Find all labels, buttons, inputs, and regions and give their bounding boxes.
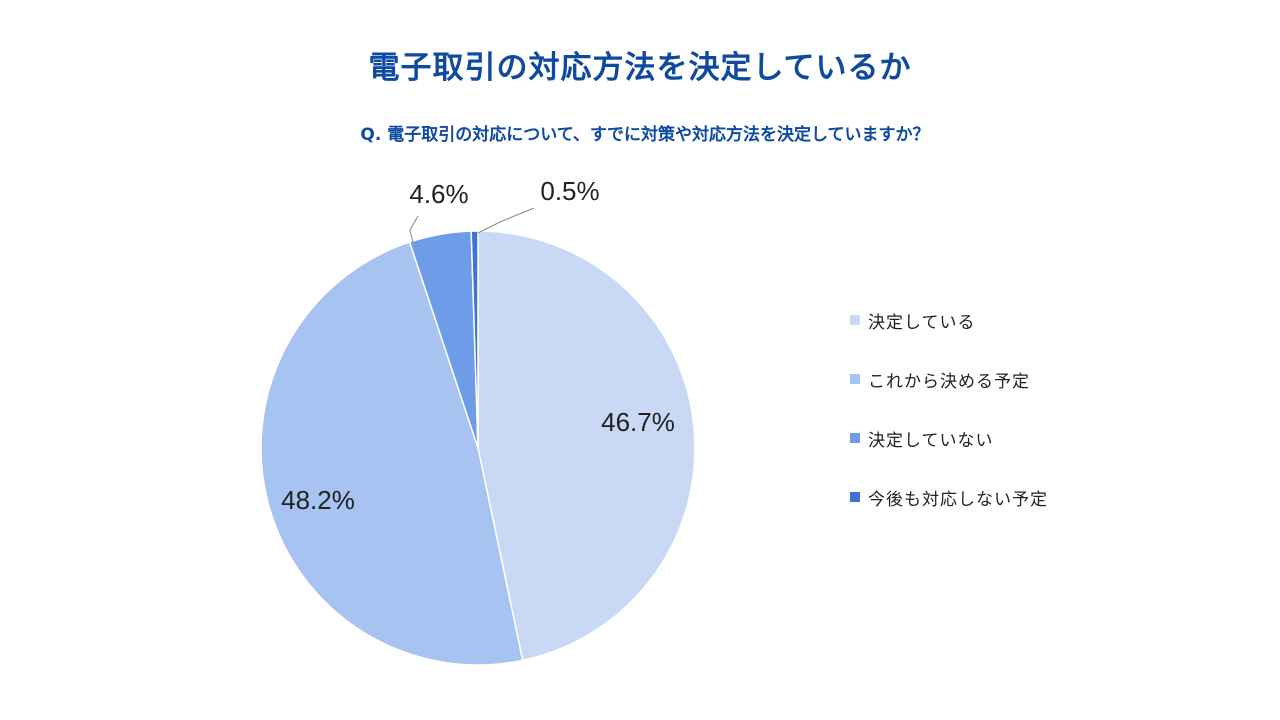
data-label-1: 46.7%: [601, 407, 675, 437]
leader-line-4: [477, 207, 535, 234]
leader-line-3: [409, 215, 419, 244]
legend-label: これから決める予定: [868, 371, 1030, 392]
chart-subtitle: Q. 電子取引の対応について、すでに対策や対応方法を決定していますか？: [360, 125, 930, 145]
legend-item-2: これから決める予定: [850, 365, 1048, 393]
chart-title: 電子取引の対応方法を決定しているか: [368, 50, 912, 86]
legend-label: 決定していない: [868, 430, 994, 451]
pie-slices: [260, 230, 696, 666]
legend-swatch: [850, 315, 860, 325]
legend-item-3: 決定していない: [850, 424, 1048, 452]
pie-slice-1: [477, 230, 696, 662]
legend-item-1: 決定している: [850, 306, 1048, 334]
legend-swatch: [850, 492, 860, 502]
legend-label: 決定している: [868, 312, 976, 333]
chart-legend: 決定しているこれから決める予定 決定していない今後も対応しない予定: [850, 306, 1048, 542]
legend-swatch: [850, 374, 860, 384]
data-label-4: 0.5%: [540, 176, 599, 206]
data-label-3: 4.6%: [409, 179, 468, 209]
legend-item-4: 今後も対応しない予定: [850, 483, 1048, 511]
pie-data-labels: 46.7% 48.2% 4.6% 0.5%: [281, 176, 675, 515]
pie-slice-2: [260, 241, 524, 666]
legend-label: 今後も対応しない予定: [868, 489, 1048, 510]
data-label-2: 48.2%: [281, 485, 355, 515]
pie-slice-4: [470, 230, 479, 449]
pie-leader-lines: [409, 207, 535, 244]
legend-swatch: [850, 433, 860, 443]
